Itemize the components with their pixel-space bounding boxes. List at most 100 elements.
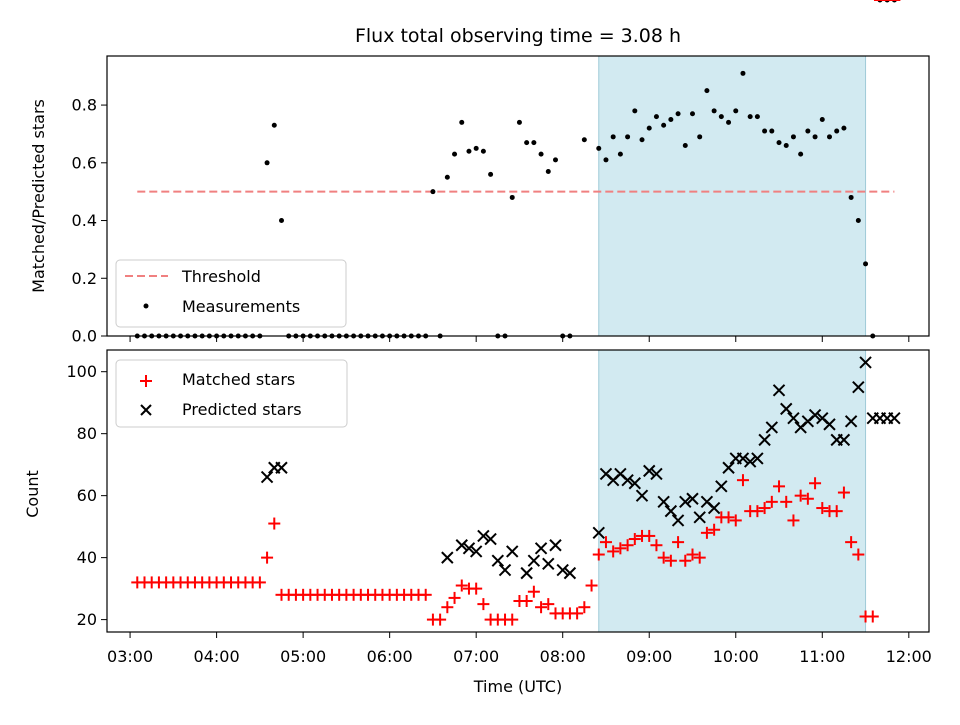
matched-star-point (470, 582, 483, 595)
measurement-point (826, 134, 832, 140)
predicted-star-point (534, 542, 548, 555)
measurement-point (459, 119, 465, 125)
matched-star-point (621, 539, 634, 552)
measurement-point (653, 114, 659, 120)
predicted-star-point (592, 526, 605, 540)
predicted-star-point (563, 566, 577, 580)
measurement-point (682, 142, 688, 148)
predicted-star-point (859, 356, 872, 369)
measurement-point (769, 128, 775, 134)
y-tick-label: 40 (77, 548, 97, 567)
top-legend: Threshold Measurements (115, 259, 347, 328)
matched-star-point (700, 526, 713, 539)
measurement-point (581, 137, 587, 143)
top-y-axis-label: Matched/Predicted stars (29, 99, 48, 293)
measurement-point (718, 114, 724, 120)
matched-star-point (419, 588, 432, 601)
matched-star-point (434, 613, 447, 626)
matched-star-point (751, 505, 764, 518)
predicted-star-point (549, 539, 562, 552)
predicted-star-point (736, 452, 750, 465)
measurement-point (704, 88, 710, 94)
matched-star-point (657, 551, 670, 564)
measurement-point (661, 122, 667, 128)
predicted-star-point (469, 545, 483, 558)
predicted-star-point (657, 495, 670, 509)
bottom-legend-box (115, 359, 348, 428)
y-tick-label: 0.0 (72, 327, 97, 346)
y-tick-label: 0.8 (72, 96, 97, 115)
legend-predicted-swatch (140, 404, 152, 416)
matched-star-point (520, 595, 533, 608)
matched-star-point (506, 613, 519, 626)
x-tick-label: 08:00 (540, 647, 586, 666)
predicted-star-point (787, 411, 800, 425)
predicted-star-point (664, 504, 678, 518)
x-tick-label: 11:00 (799, 647, 845, 666)
legend-threshold-label: Threshold (181, 267, 261, 286)
predicted-star-point (715, 480, 728, 493)
measurement-point (675, 111, 681, 117)
measurement-point (740, 70, 746, 76)
matched-star-point (599, 536, 612, 549)
matched-star-point (708, 523, 721, 536)
matched-star-point (455, 579, 468, 592)
predicted-star-point (455, 539, 468, 552)
predicted-star-point (780, 402, 793, 416)
chart-title: Flux total observing time = 3.08 h (355, 25, 681, 47)
matched-star-point (729, 514, 742, 527)
matched-star-point (441, 601, 454, 614)
bottom-legend: Matched stars Predicted stars (115, 359, 348, 428)
matched-star-point (592, 548, 605, 561)
matched-star-point (693, 551, 706, 564)
measurement-point (848, 194, 854, 200)
legend-matched-swatch (140, 375, 152, 387)
predicted-star-point (671, 514, 685, 527)
matched-star-point (801, 492, 814, 505)
top-y-ticks: 0.0 0.2 0.4 0.6 0.8 (72, 96, 107, 346)
matched-star-point (477, 598, 490, 611)
measurement-point (603, 157, 609, 163)
matched-star-point (535, 601, 548, 614)
measurement-point (711, 108, 717, 114)
measurement-point (488, 171, 494, 177)
matched-star-point (614, 542, 627, 555)
predicted-star-point (837, 433, 851, 447)
measurement-point (480, 148, 486, 154)
y-tick-label: 0.4 (72, 211, 97, 230)
predicted-star-point (635, 489, 649, 502)
measurement-point (697, 134, 703, 140)
measurement-point (762, 128, 768, 134)
measurement-point (863, 261, 869, 267)
measurement-point (430, 189, 436, 195)
measurement-point (452, 151, 458, 157)
measurement-point (617, 151, 623, 157)
matched-star-point (780, 495, 793, 508)
matched-star-point (765, 495, 778, 508)
predicted-star-point (852, 380, 865, 394)
predicted-star-point (556, 563, 569, 577)
predicted-star-point (888, 411, 901, 425)
predicted-star-point (650, 467, 663, 481)
x-tick-label: 09:00 (626, 647, 672, 666)
measurement-point (754, 114, 760, 120)
y-tick-label: 60 (77, 486, 97, 505)
predicted-star-point (275, 461, 288, 474)
measurement-point (812, 134, 818, 140)
measurement-point (545, 168, 551, 174)
predicted-star-point (743, 455, 757, 468)
predicted-star-point (772, 384, 786, 397)
matched-star-point (571, 607, 584, 620)
measurement-point (552, 157, 558, 163)
measurement-point (509, 194, 515, 200)
matched-star-point (578, 601, 591, 614)
bottom-x-ticks: 03:00 04:00 05:00 06:00 07:00 08:00 09:00 10:00… (107, 632, 932, 666)
measurement-point (610, 134, 616, 140)
x-tick-label: 03:00 (107, 647, 153, 666)
measurement-point (747, 114, 753, 120)
measurement-point (632, 108, 638, 114)
matched-star-point (736, 474, 749, 487)
matched-star-point (837, 486, 850, 499)
matched-star-point (643, 529, 656, 542)
legend-measurements-swatch (143, 303, 149, 309)
